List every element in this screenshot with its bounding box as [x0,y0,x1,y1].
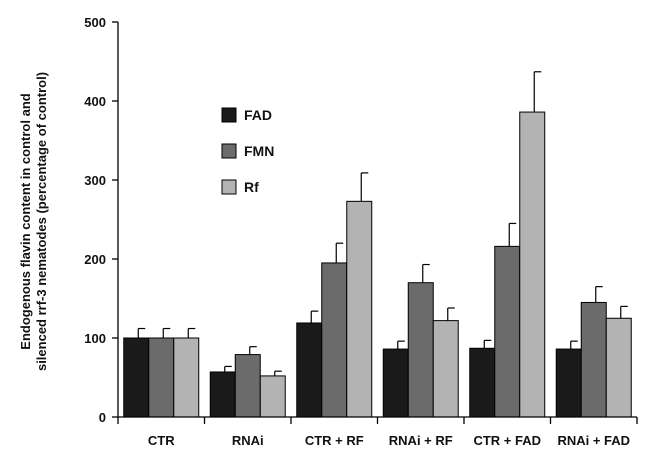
bar-fad-1 [209,371,236,418]
x-tick-label: CTR + RF [305,433,364,448]
x-tick-label: CTR [148,433,175,448]
bars [123,71,632,418]
bar-rf-3 [432,320,459,418]
y-axis-title-line: silenced rrf-3 nematodes (percentage of … [34,72,49,371]
legend: FAD FMN Rf [221,107,274,195]
y-axis-title-line: Endogenous flavin content in control and [18,93,33,349]
x-tick-label: RNAi + FAD [557,433,630,448]
legend-swatch-fad [221,107,237,123]
bar-rf-4 [519,111,546,418]
y-axis: 0 100 200 300 400 500 [84,15,119,425]
legend-label-fmn: FMN [244,143,274,159]
x-axis: CTR RNAi CTR + RF RNAi + RF CTR + FAD RNAi + … [117,416,638,448]
bar-fmn-4 [494,245,521,418]
bar-rf-1 [259,375,286,418]
bar-rf-0 [173,337,200,418]
bar-rf-5 [605,317,632,418]
bar-rf-2 [346,200,373,418]
y-tick-label: 0 [99,410,106,425]
bar-fad-5 [555,348,582,418]
y-tick-label: 100 [84,331,106,346]
y-axis-title: Endogenous flavin content in control and… [18,72,49,371]
bar-fmn-2 [321,262,348,418]
legend-label-rf: Rf [244,179,259,195]
legend-label-fad: FAD [244,107,272,123]
bar-fad-2 [296,322,323,418]
bar-fmn-5 [580,301,607,418]
y-tick-label: 500 [84,15,106,30]
bar-fad-0 [123,337,150,418]
legend-swatch-rf [221,179,237,195]
y-tick-label: 200 [84,252,106,267]
x-tick-label: RNAi + RF [389,433,453,448]
y-tick-label: 400 [84,94,106,109]
legend-swatch-fmn [221,143,237,159]
bar-fmn-1 [234,354,261,418]
bar-fad-4 [469,347,496,418]
x-tick-label: CTR + FAD [473,433,541,448]
bar-fad-3 [382,348,409,418]
y-tick-label: 300 [84,173,106,188]
x-tick-label: RNAi [232,433,264,448]
bar-fmn-3 [407,282,434,418]
bar-fmn-0 [148,337,175,418]
